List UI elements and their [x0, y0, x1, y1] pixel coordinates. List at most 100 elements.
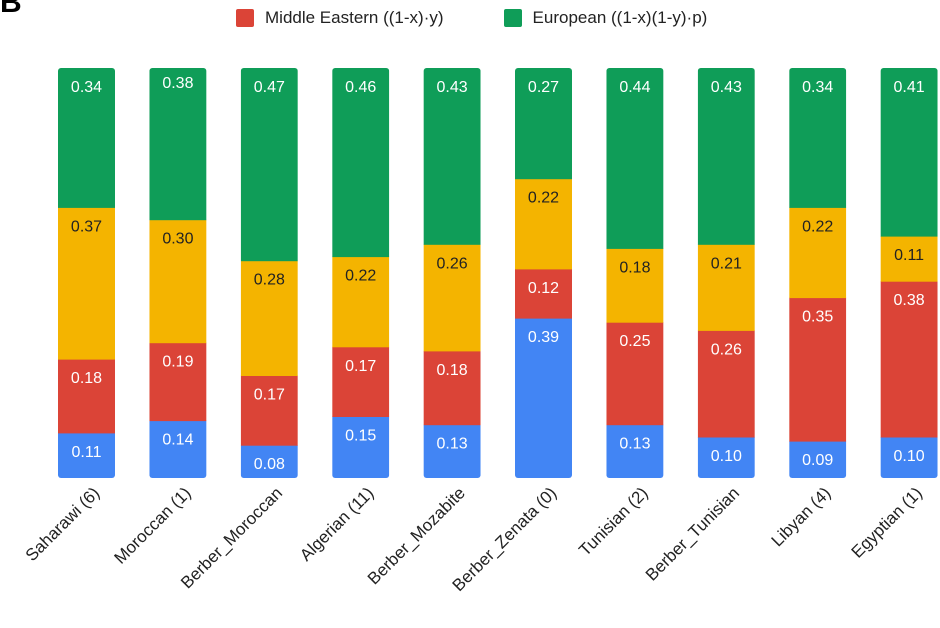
data-label-red-2: 0.17 — [254, 387, 285, 404]
bar-segment-blue-3 — [332, 416, 390, 478]
data-label-green-1: 0.38 — [162, 75, 193, 92]
bar-segment-red-8 — [789, 297, 847, 442]
data-label-green-5: 0.27 — [528, 79, 559, 96]
bar-segment-green-5 — [515, 68, 572, 180]
data-label-yellow-8: 0.22 — [802, 218, 833, 235]
data-label-green-3: 0.46 — [345, 79, 376, 96]
data-label-yellow-9: 0.11 — [894, 247, 924, 264]
bar-segment-yellow-1 — [149, 219, 207, 344]
data-label-green-2: 0.47 — [254, 79, 285, 96]
data-label-blue-2: 0.08 — [254, 456, 285, 473]
category-label-2: Berber_Moroccan — [177, 483, 286, 592]
bar-segment-green-4 — [423, 68, 481, 245]
bar-group-8 — [789, 68, 847, 478]
data-label-yellow-5: 0.22 — [528, 190, 559, 207]
bar-segment-blue-2 — [240, 445, 298, 478]
legend-label-european: European ((1-x)(1-y)·p) — [532, 8, 708, 27]
bar-segment-blue-8 — [789, 441, 847, 478]
data-label-red-0: 0.18 — [71, 370, 102, 387]
bar-segment-green-0 — [58, 68, 115, 208]
bar-group-1 — [149, 68, 207, 478]
bar-group-7 — [697, 68, 755, 478]
data-label-red-1: 0.19 — [162, 354, 193, 371]
legend-item-european: European ((1-x)(1-y)·p) — [503, 8, 708, 28]
data-label-yellow-4: 0.26 — [437, 255, 468, 272]
bar-segment-blue-0 — [58, 432, 115, 478]
data-label-blue-6: 0.13 — [619, 436, 650, 453]
data-label-red-5: 0.12 — [528, 280, 559, 297]
panel-letter: B — [0, 0, 22, 19]
data-label-yellow-0: 0.37 — [71, 218, 102, 235]
data-label-green-8: 0.34 — [802, 79, 833, 96]
bar-segment-yellow-7 — [697, 244, 755, 331]
legend: Middle Eastern ((1-x)·y) European ((1-x)… — [236, 8, 707, 28]
bar-group-9 — [880, 68, 938, 478]
bar-segment-green-9 — [880, 68, 938, 237]
bar-segment-green-6 — [606, 68, 664, 249]
bar-segment-blue-9 — [880, 437, 938, 478]
bar-segment-red-0 — [58, 359, 115, 434]
bar-segment-green-7 — [697, 68, 755, 245]
data-label-green-7: 0.43 — [711, 79, 742, 96]
bar-segment-red-9 — [880, 281, 938, 438]
data-label-blue-9: 0.10 — [894, 448, 925, 465]
bar-group-5 — [515, 68, 572, 478]
data-label-yellow-7: 0.21 — [711, 255, 742, 272]
data-label-blue-3: 0.15 — [345, 428, 376, 445]
data-label-blue-8: 0.09 — [802, 452, 833, 469]
bar-segment-green-8 — [789, 68, 847, 208]
category-label-1: Moroccan (1) — [110, 483, 194, 567]
data-label-yellow-6: 0.18 — [619, 259, 650, 276]
category-label-3: Algerian (11) — [296, 483, 377, 564]
bar-segment-red-6 — [606, 322, 664, 426]
data-label-blue-0: 0.11 — [72, 444, 102, 461]
data-label-green-0: 0.34 — [71, 79, 102, 96]
data-label-red-6: 0.25 — [619, 333, 650, 350]
bar-group-3 — [332, 68, 390, 478]
bar-segment-red-2 — [240, 375, 298, 446]
data-label-red-9: 0.38 — [894, 292, 925, 309]
data-label-green-4: 0.43 — [437, 79, 468, 96]
category-label-6: Tunisian (2) — [575, 483, 651, 559]
bar-segment-blue-1 — [149, 420, 207, 478]
bar-segment-yellow-3 — [332, 256, 390, 348]
bar-segment-yellow-5 — [515, 178, 572, 270]
bar-segment-blue-5 — [515, 318, 572, 478]
data-label-green-9: 0.41 — [894, 79, 925, 96]
bar-segment-green-1 — [149, 68, 207, 221]
legend-swatch-european — [503, 9, 522, 27]
category-label-0: Saharawi (6) — [22, 483, 104, 565]
bar-group-2 — [240, 68, 298, 478]
bar-segment-yellow-6 — [606, 248, 664, 323]
bar-segment-green-2 — [240, 68, 298, 262]
bar-group-0 — [58, 68, 115, 478]
data-label-red-7: 0.26 — [711, 341, 742, 358]
data-label-blue-7: 0.10 — [711, 448, 742, 465]
data-label-yellow-3: 0.22 — [345, 268, 376, 285]
data-label-yellow-2: 0.28 — [254, 272, 285, 289]
bar-segment-yellow-9 — [880, 236, 938, 282]
bar-segment-yellow-0 — [58, 207, 115, 360]
data-label-red-3: 0.17 — [345, 358, 376, 375]
data-label-blue-5: 0.39 — [528, 329, 559, 346]
data-label-blue-4: 0.13 — [437, 436, 468, 453]
bar-segment-red-3 — [332, 346, 390, 417]
bar-segment-red-7 — [697, 330, 755, 438]
category-label-7: Berber_Tunisian — [642, 483, 743, 584]
bar-group-6 — [606, 68, 664, 478]
bar-segment-blue-4 — [423, 424, 481, 478]
bar-segment-yellow-8 — [789, 207, 847, 299]
bar-segment-red-1 — [149, 342, 207, 422]
bar-segment-blue-7 — [697, 437, 755, 478]
legend-swatch-middle-eastern — [236, 9, 254, 27]
data-label-yellow-1: 0.30 — [162, 231, 193, 248]
bar-segment-yellow-2 — [240, 260, 298, 376]
category-label-9: Egyptian (1) — [848, 483, 926, 561]
bar-group-4 — [423, 68, 481, 478]
bar-segment-blue-6 — [606, 424, 664, 478]
data-label-red-4: 0.18 — [437, 362, 468, 379]
category-label-4: Berber_Mozabite — [364, 483, 469, 588]
data-label-green-6: 0.44 — [619, 79, 650, 96]
data-label-blue-1: 0.14 — [162, 432, 193, 449]
